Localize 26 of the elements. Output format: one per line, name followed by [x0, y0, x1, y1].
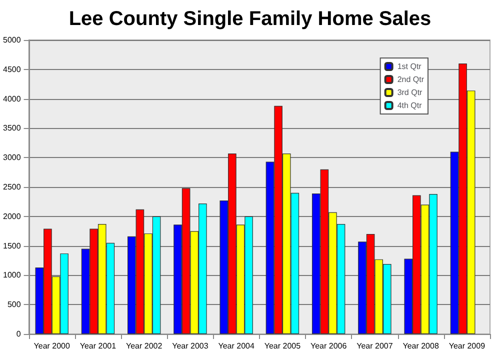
x-tick-label: Year 2004	[218, 342, 255, 350]
x-tick-label: Year 2006	[310, 342, 348, 350]
x-tick-label: Year 2005	[264, 342, 302, 350]
x-tick-label: Year 2008	[402, 342, 440, 350]
y-tick-label: 3500	[3, 124, 22, 133]
x-tick-label: Year 2007	[356, 342, 394, 350]
legend-label: 1st Qtr	[397, 62, 422, 71]
y-tick-label: 500	[7, 300, 22, 310]
y-tick-label: 4500	[3, 64, 22, 74]
y-tick-label: 0	[16, 330, 22, 338]
y-tick-label: 2000	[3, 212, 22, 221]
chart-title: Lee County Single Family Home Sales	[68, 8, 432, 30]
y-tick-label: 4000	[3, 94, 22, 104]
x-tick-label: Year 2002	[126, 342, 163, 350]
x-tick-label: Year 2001	[80, 342, 117, 350]
x-tick-label: Year 2000	[34, 342, 70, 350]
y-tick-label: 5000	[3, 36, 22, 44]
x-tick-label: Year 2009	[448, 342, 486, 350]
y-tick-label: 1000	[3, 270, 22, 280]
legend-label: 4th Qtr	[397, 101, 422, 110]
y-tick-label: 1500	[3, 241, 22, 250]
y-tick-label: 3000	[3, 153, 22, 162]
y-tick-label: 2500	[3, 182, 22, 192]
legend-label: 2nd Qtr	[397, 75, 424, 84]
legend-label: 3rd Qtr	[397, 88, 423, 97]
x-tick-label: Year 2003	[172, 342, 209, 350]
